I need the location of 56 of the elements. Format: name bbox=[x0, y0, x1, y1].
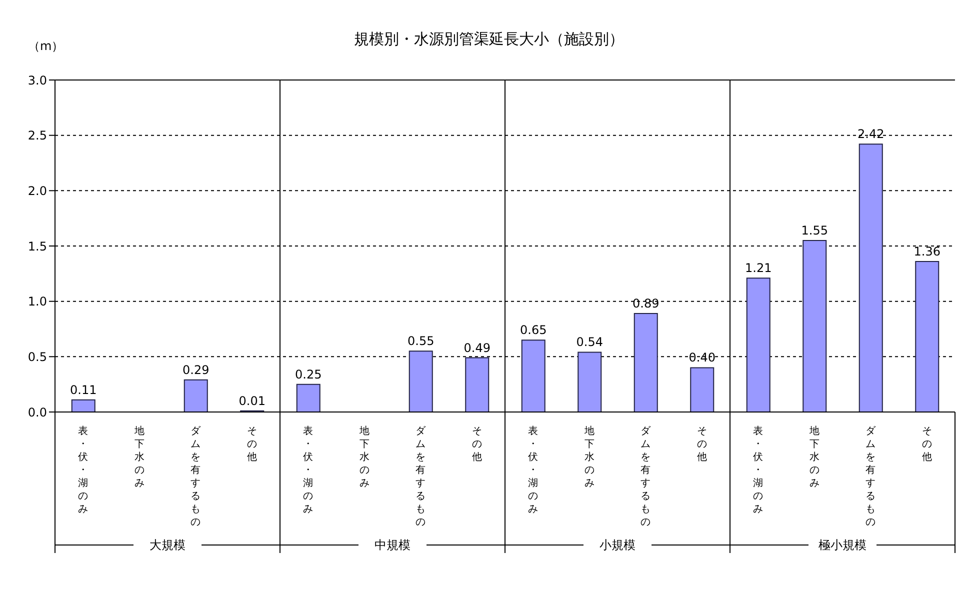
x-tick-label: 表・伏・湖のみ bbox=[528, 425, 538, 515]
bar bbox=[521, 340, 546, 412]
data-label: 1.55 bbox=[801, 223, 828, 238]
x-tick-label: その他 bbox=[472, 426, 482, 463]
data-label: 0.11 bbox=[70, 382, 97, 397]
x-tick-label: その他 bbox=[246, 426, 257, 463]
x-tick-label: 地下水のみ bbox=[358, 425, 370, 489]
bar bbox=[858, 144, 883, 412]
y-tick-label: 3.0 bbox=[28, 73, 47, 88]
x-tick-label: 表・伏・湖のみ bbox=[303, 425, 314, 515]
bar bbox=[71, 399, 96, 412]
text: 小規模 bbox=[600, 538, 636, 552]
y-tick-label: 1.0 bbox=[28, 294, 47, 309]
data-label: 1.36 bbox=[914, 244, 940, 258]
data-label: 2.42 bbox=[858, 127, 884, 142]
y-tick-label: 2.5 bbox=[28, 128, 47, 143]
x-tick-label: ダムを有するもの bbox=[866, 425, 877, 528]
bar bbox=[184, 379, 208, 412]
bar bbox=[296, 384, 320, 412]
data-label: 1.21 bbox=[745, 261, 772, 276]
bar bbox=[578, 352, 602, 412]
bar bbox=[690, 367, 714, 412]
data-label: 0.65 bbox=[520, 323, 547, 338]
text: 極小規模 bbox=[818, 538, 866, 552]
y-tick-label: 2.0 bbox=[28, 184, 47, 198]
y-tick-label: 0.0 bbox=[28, 405, 47, 420]
bar bbox=[746, 278, 770, 412]
bar bbox=[634, 313, 658, 412]
x-tick-label: 表・伏・湖のみ bbox=[753, 425, 764, 515]
data-label: 0.25 bbox=[295, 367, 322, 382]
x-tick-label: ダムを有するもの bbox=[416, 425, 427, 528]
x-tick-label: 地下水のみ bbox=[808, 425, 820, 489]
text: 中規模 bbox=[374, 538, 410, 552]
y-tick-label: 0.5 bbox=[28, 350, 47, 364]
bar bbox=[408, 350, 433, 412]
chart-title: 規模別・水源別管渠延長大小（施設別） bbox=[354, 30, 624, 48]
bar bbox=[465, 357, 490, 412]
data-label: 0.55 bbox=[408, 334, 434, 348]
data-label: 0.40 bbox=[688, 350, 716, 365]
x-tick-label: その他 bbox=[922, 426, 932, 463]
bar bbox=[915, 260, 940, 412]
x-tick-label: ダムを有するもの bbox=[190, 425, 202, 528]
x-tick-label: ダムを有するもの bbox=[640, 425, 652, 528]
data-label: 0.49 bbox=[464, 340, 490, 355]
data-label: 0.29 bbox=[182, 362, 210, 377]
x-tick-label: その他 bbox=[696, 426, 707, 463]
y-axis-title: （m） bbox=[28, 38, 64, 55]
data-label: 0.01 bbox=[238, 394, 266, 408]
bar bbox=[802, 240, 827, 412]
x-tick-label: 地下水のみ bbox=[133, 425, 144, 489]
data-label: 0.89 bbox=[632, 296, 660, 311]
y-tick-label: 1.5 bbox=[28, 239, 47, 254]
text: 大規模 bbox=[150, 538, 186, 552]
x-tick-label: 地下水のみ bbox=[583, 425, 594, 489]
x-tick-label: 表・伏・湖のみ bbox=[78, 425, 88, 515]
data-label: 0.54 bbox=[576, 335, 603, 350]
